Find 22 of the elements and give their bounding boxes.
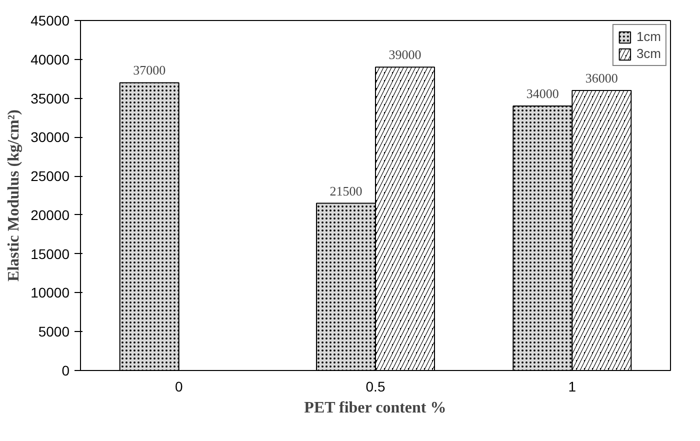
y-axis-title: Elastic Modulus (kg/cm²)	[6, 110, 23, 282]
y-tick-label: 0	[62, 362, 70, 378]
y-tick-label: 45000	[30, 12, 70, 28]
data-label: 37000	[133, 62, 166, 78]
data-label: 34000	[526, 86, 559, 102]
y-tick-label: 25000	[30, 168, 70, 184]
y-tick-label: 35000	[30, 90, 70, 106]
x-tick-label: 1	[568, 378, 576, 394]
legend-label: 1cm	[636, 29, 661, 44]
y-tick-label: 5000	[38, 324, 70, 340]
y-tick-label: 30000	[30, 129, 70, 146]
y-tick-label: 15000	[30, 246, 70, 262]
x-tick-label: 0	[174, 378, 183, 394]
data-label: 39000	[388, 47, 422, 62]
data-label: 21500	[330, 183, 362, 198]
data-label: 36000	[585, 70, 618, 86]
y-tick-label: 10000	[30, 284, 70, 301]
x-axis-title: PET fiber content %	[304, 400, 446, 416]
y-tick-label: 40000	[30, 51, 70, 68]
legend-label: 3cm	[636, 46, 661, 61]
x-tick-label: 0.5	[366, 378, 386, 394]
y-tick-label: 20000	[30, 206, 70, 223]
